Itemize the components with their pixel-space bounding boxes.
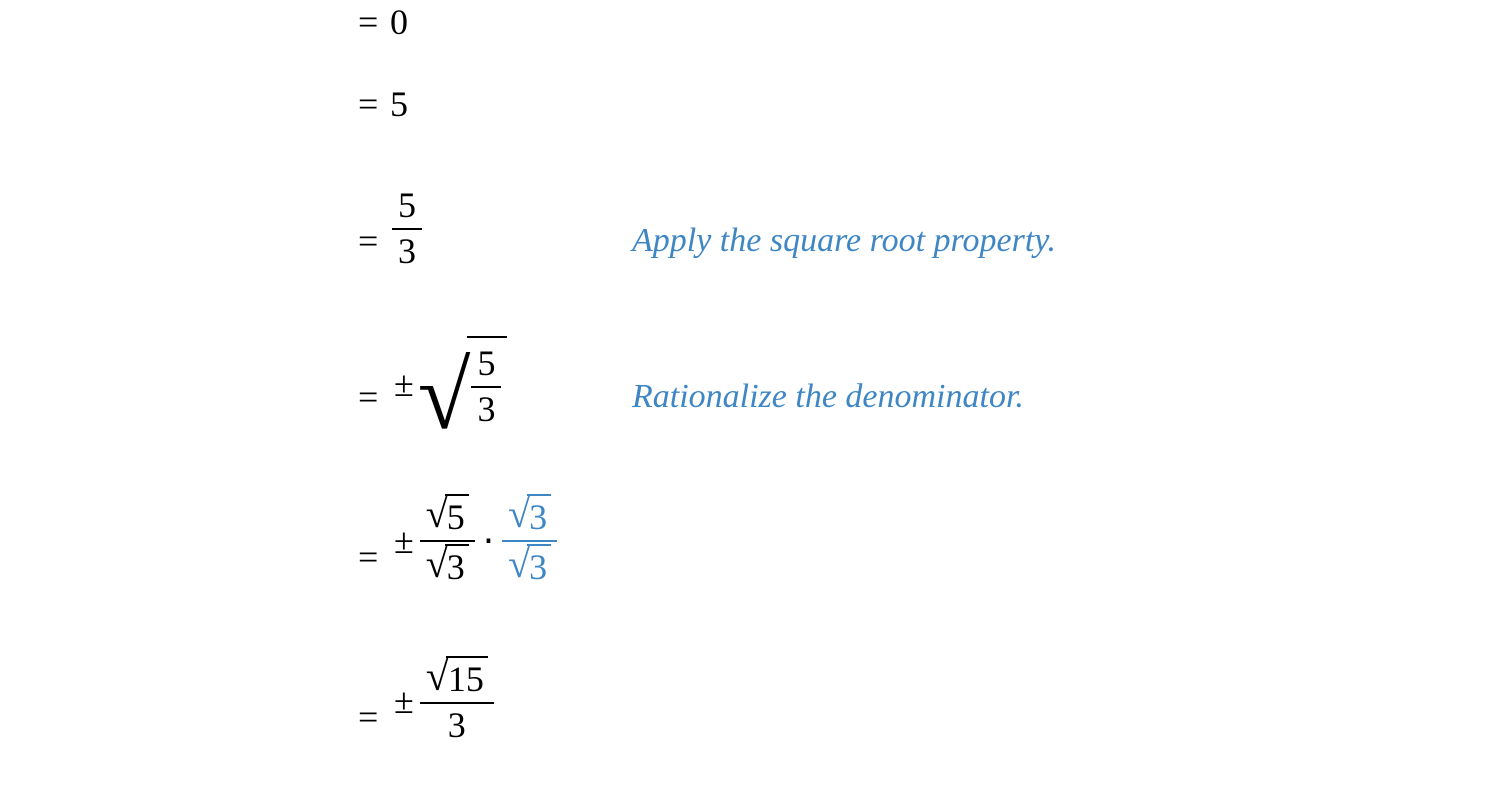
rhs-0: 0 xyxy=(390,1,408,43)
frac-sqrt5-sqrt3: √5 √3 xyxy=(420,492,475,589)
annotation-rationalize: Rationalize the denominator. xyxy=(632,378,1024,416)
frac-sqrt15-3: √15 3 xyxy=(420,654,494,747)
plus-minus: ± xyxy=(390,363,418,405)
annotation-sqrt-property: Apply the square root property. xyxy=(632,222,1056,260)
cdot: ⋅ xyxy=(477,520,500,562)
frac-sqrt3-sqrt3-accent: √3 √3 xyxy=(502,492,557,589)
frac-5-3: 5 3 xyxy=(392,184,422,273)
equals-sign: = xyxy=(358,1,378,43)
sqrt-5-over-3: √ 5 3 xyxy=(418,336,508,432)
math-derivation: 3x2 −5 = 0 3x2 = 5 x2 = 5 3 xyxy=(0,0,1500,787)
